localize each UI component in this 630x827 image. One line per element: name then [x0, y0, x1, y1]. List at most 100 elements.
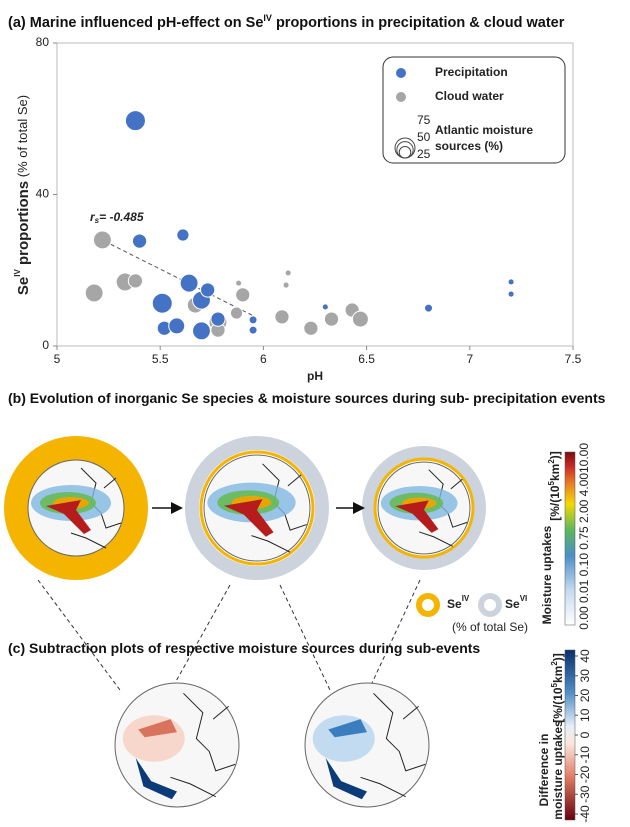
se-ring	[362, 446, 486, 570]
x-tick-label: 6.5	[358, 352, 375, 366]
point	[248, 325, 258, 335]
x-tick-label: 7	[466, 352, 473, 366]
se-ring	[185, 436, 329, 580]
legend-label: SeVI	[505, 594, 527, 611]
point	[200, 282, 216, 298]
point	[127, 273, 144, 289]
y-label-part: proportions	[15, 181, 32, 269]
diff-blob	[325, 757, 367, 800]
colorbar-tick-label: 0.01	[577, 579, 591, 603]
colorbar-label: Difference in	[537, 734, 551, 807]
colorbar-tick-label: 4.00	[577, 473, 591, 497]
map	[203, 454, 311, 562]
colorbar-tick-label: 2.00	[577, 499, 591, 523]
moisture-blob	[46, 500, 91, 534]
map	[377, 461, 471, 555]
legend-box	[382, 56, 566, 164]
legend-label: Cloud water	[435, 89, 504, 103]
point	[131, 233, 148, 249]
y-label-part: (% of total Se)	[15, 95, 30, 181]
unit-part: [%/(10	[548, 485, 562, 521]
point	[274, 309, 290, 325]
size-legend-label: 75	[417, 113, 431, 127]
connector	[37, 579, 121, 691]
point	[124, 110, 146, 132]
colorbar-tick-label: -10	[578, 746, 592, 764]
size-legend-title: sources (%)	[435, 139, 503, 153]
title-sup: IV	[263, 13, 272, 23]
point	[303, 320, 319, 336]
point	[151, 292, 173, 314]
colorbar-tick-label: 0.10	[577, 553, 591, 577]
legend-label-sup: VI	[520, 594, 528, 603]
point	[168, 317, 186, 335]
point	[229, 306, 244, 320]
legend-ring	[416, 593, 440, 617]
colorbar-tick-label: 40	[578, 649, 592, 663]
diff-blob	[122, 715, 185, 762]
point	[192, 321, 211, 341]
annotation-sub: s	[95, 216, 100, 225]
x-tick-label: 7.5	[565, 352, 582, 366]
unit-sup: 5	[547, 480, 556, 485]
size-legend-title: Atlantic moisture	[435, 123, 533, 137]
trendline	[98, 237, 254, 317]
map-group	[4, 436, 576, 821]
annotation: rs= -0.485	[90, 210, 144, 225]
unit-part: [%/(10	[551, 687, 565, 723]
colorbar-tick-label: 10	[578, 708, 592, 722]
point	[284, 269, 292, 277]
diff-blob	[135, 757, 177, 800]
colorbar-tick-label: 0	[578, 731, 592, 738]
legend-label: SeIV	[447, 594, 470, 611]
title-part: (a) Marine influenced pH-effect on Se	[8, 14, 264, 31]
panel-title: (b) Evolution of inorganic Se species & …	[8, 390, 606, 406]
diff-blob	[328, 719, 367, 738]
diff-blob	[138, 719, 177, 738]
colorbar	[564, 649, 576, 821]
annotation-part: = -0.485	[99, 210, 144, 224]
point	[282, 281, 290, 289]
colorbar-tick-label: 0.00	[577, 606, 591, 630]
point	[84, 283, 104, 303]
unit-sup: 5	[550, 682, 559, 687]
legend-label: Precipitation	[435, 65, 508, 79]
se-ring	[373, 457, 475, 559]
colorbar-label: moisture uptakes	[551, 720, 565, 820]
legend-note: (% of total Se)	[452, 620, 528, 634]
point	[321, 303, 329, 311]
moisture-blob	[223, 499, 274, 537]
point	[507, 278, 515, 286]
size-legend-label: 25	[417, 147, 431, 161]
colorbar-unit: [%/(105km2)]	[550, 653, 565, 723]
size-legend-label: 50	[417, 130, 431, 144]
connector	[279, 584, 331, 691]
legend-marker	[396, 68, 406, 78]
map	[27, 459, 125, 557]
legend-marker	[396, 92, 406, 102]
colorbar-tick-label: -40	[578, 805, 592, 823]
se-ring	[4, 436, 148, 580]
legend-label-part: Se	[505, 597, 520, 611]
colorbar-unit: [%/(105km2)]	[547, 451, 562, 521]
point	[235, 279, 243, 287]
point	[248, 315, 258, 325]
point	[323, 311, 340, 327]
chart-title: (a) Marine influenced pH-effect on SeIV …	[8, 9, 623, 32]
colorbar-tick-label: 0.75	[577, 526, 591, 550]
legend-label-part: Se	[447, 597, 462, 611]
point	[351, 310, 369, 328]
legend-ring	[478, 593, 502, 617]
title-part: proportions in precipitation & cloud wat…	[271, 14, 565, 31]
se-ring	[199, 450, 315, 566]
unit-sup: 2	[547, 459, 556, 464]
point	[179, 273, 199, 293]
connector	[371, 579, 421, 684]
y-label-part: Se	[15, 277, 32, 295]
unit-part: km	[551, 666, 565, 683]
point	[176, 228, 190, 242]
colorbar-tick-label: -20	[578, 766, 592, 784]
coastline	[170, 692, 236, 798]
colorbar-tick-label: 20	[578, 689, 592, 703]
